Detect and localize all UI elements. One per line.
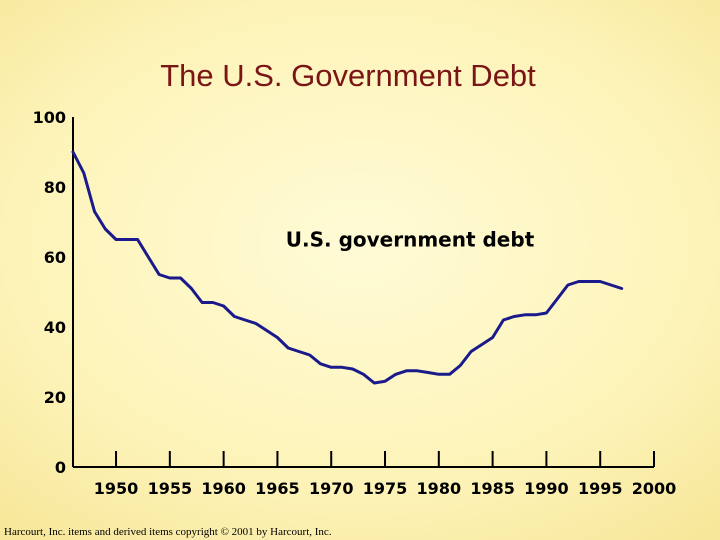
y-tick-labels: 0 20 40 60 80 100: [33, 108, 66, 477]
y-tick-label: 100: [33, 108, 66, 127]
y-tick-label: 60: [44, 248, 66, 267]
x-tick-label: 1955: [148, 479, 193, 498]
x-tick-label: 1975: [363, 479, 408, 498]
series-line-us-government-debt: [71, 150, 624, 385]
x-tick-label: 1985: [470, 479, 515, 498]
y-tick-label: 80: [44, 178, 66, 197]
x-tick-label: 1950: [94, 479, 139, 498]
copyright-notice: Harcourt, Inc. items and derived items c…: [4, 526, 332, 538]
x-tick-labels: 1950 1955 1960 1965 1970 1975 1980 1985 1990 1995…: [94, 479, 676, 498]
x-tick-label: 1970: [309, 479, 354, 498]
chart-title: The U.S. Government Debt: [160, 58, 536, 93]
y-tick-label: 0: [55, 458, 66, 477]
x-tick-label: 1965: [255, 479, 300, 498]
y-tick-label: 40: [44, 318, 66, 337]
x-tick-label: 2000: [632, 479, 677, 498]
x-tick-label: 1990: [524, 479, 569, 498]
axes: [72, 117, 655, 468]
series-label-us-government-debt: U.S. government debt: [286, 228, 535, 252]
x-tick-label: 1960: [201, 479, 246, 498]
y-tick-label: 20: [44, 388, 66, 407]
x-tick-label: 1980: [417, 479, 462, 498]
x-tick-label: 1995: [578, 479, 623, 498]
